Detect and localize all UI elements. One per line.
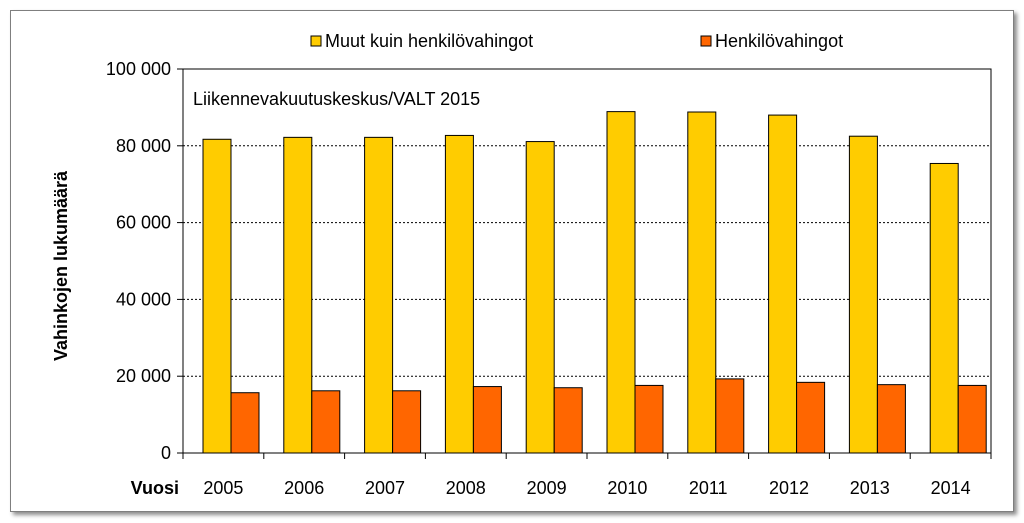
legend-label: Henkilövahingot bbox=[715, 31, 843, 51]
bar-henkilo-2014 bbox=[957, 384, 987, 454]
x-tick-label: 2011 bbox=[689, 478, 728, 498]
bar-henkilo-2013 bbox=[876, 384, 906, 454]
chart-frame: 0 20 000 40 000 60 000 80 000 100 000 2005 200… bbox=[10, 10, 1014, 512]
y-axis-label: Vahinkojen lukumäärä bbox=[51, 170, 71, 361]
bar-muut-2008 bbox=[444, 134, 474, 454]
x-tick-label: 2009 bbox=[527, 478, 567, 498]
bar-henkilo-2008 bbox=[472, 386, 502, 454]
axes bbox=[177, 68, 992, 459]
bar-muut-2010 bbox=[606, 111, 636, 454]
bar-henkilo-2007 bbox=[392, 390, 422, 454]
legend: Muut kuin henkilövahingot Henkilövahingot bbox=[310, 31, 843, 51]
bar-muut-2009 bbox=[525, 141, 555, 454]
x-tick-label: 2014 bbox=[931, 478, 971, 498]
x-tick-label: 2006 bbox=[284, 478, 324, 498]
bar-muut-2005 bbox=[202, 138, 232, 454]
y-tick-label: 0 bbox=[161, 443, 171, 463]
bar-henkilo-2005 bbox=[230, 392, 260, 454]
bar-muut-2011 bbox=[687, 111, 717, 454]
x-tick-label: 2012 bbox=[769, 478, 809, 498]
y-tick-label: 100 000 bbox=[106, 59, 171, 79]
y-tick-label: 60 000 bbox=[116, 213, 171, 233]
x-tick-label: 2007 bbox=[365, 478, 405, 498]
y-tick-label: 20 000 bbox=[116, 366, 171, 386]
x-tick-label: 2008 bbox=[446, 478, 486, 498]
legend-label: Muut kuin henkilövahingot bbox=[325, 31, 533, 51]
x-tick-label: 2013 bbox=[850, 478, 890, 498]
y-tick-label: 40 000 bbox=[116, 289, 171, 309]
bar-henkilo-2011 bbox=[715, 378, 745, 454]
legend-swatch bbox=[310, 35, 322, 47]
x-tick-label: 2010 bbox=[607, 478, 647, 498]
y-tick-labels: 0 20 000 40 000 60 000 80 000 100 000 bbox=[106, 59, 171, 463]
x-tick-label: 2005 bbox=[203, 478, 243, 498]
bars bbox=[202, 111, 987, 454]
y-tick-label: 80 000 bbox=[116, 136, 171, 156]
bar-muut-2014 bbox=[929, 162, 959, 454]
bar-muut-2012 bbox=[768, 114, 798, 454]
bar-muut-2007 bbox=[364, 136, 394, 454]
bar-muut-2013 bbox=[848, 135, 878, 454]
x-axis-label: Vuosi bbox=[131, 478, 179, 498]
legend-swatch bbox=[700, 35, 712, 47]
bar-henkilo-2010 bbox=[634, 384, 664, 454]
bar-henkilo-2009 bbox=[553, 387, 583, 454]
x-tick-labels: 2005 2006 2007 2008 2009 2010 2011 2012 2013 2014 bbox=[203, 478, 970, 498]
bar-henkilo-2006 bbox=[311, 390, 341, 454]
bar-muut-2006 bbox=[283, 136, 313, 454]
bar-henkilo-2012 bbox=[796, 381, 826, 454]
source-annotation: Liikennevakuutuskeskus/VALT 2015 bbox=[193, 89, 480, 109]
